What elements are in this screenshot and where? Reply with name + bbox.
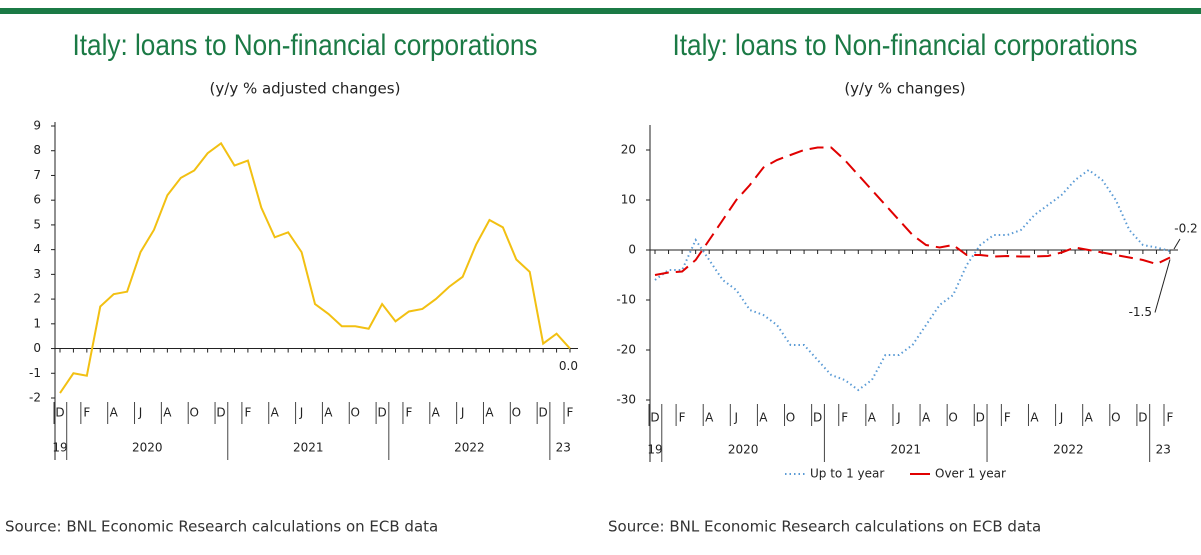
year-label: 2022 [1053,443,1084,457]
y-tick-label: 3 [33,267,41,281]
x-tick-label: D [813,411,822,425]
y-tick-label: 4 [33,242,41,256]
x-tick-label: A [271,406,280,420]
x-tick-label: F [405,406,412,420]
x-tick-label: D [976,411,985,425]
x-tick-label: O [189,406,198,420]
x-tick-label: A [432,406,441,420]
chart-title: Italy: loans to Non-financial corporatio… [73,29,538,62]
x-tick-label: F [83,406,90,420]
x-tick-label: A [922,411,931,425]
legend-label: Up to 1 year [810,467,884,481]
y-tick-label: 20 [621,143,636,157]
x-tick-label: A [163,406,172,420]
x-tick-label: O [512,406,521,420]
x-tick-label: O [948,411,957,425]
x-tick-label: F [1004,411,1011,425]
y-tick-label: 2 [33,292,41,306]
x-tick-label: J [299,406,304,420]
y-tick-label: -1 [29,366,41,380]
data-label: -1.5 [1129,305,1152,319]
data-label: 0.0 [559,359,578,373]
legend-label: Over 1 year [935,467,1006,481]
year-label: 23 [556,441,571,455]
x-tick-label: F [244,406,251,420]
y-tick-label: -10 [616,293,636,307]
x-tick-label: D [650,411,659,425]
y-tick-label: -2 [29,391,41,405]
data-line [654,168,1171,392]
x-tick-label: D [216,406,225,420]
x-tick-label: O [351,406,360,420]
year-label: 23 [1156,443,1171,457]
data-line [654,146,1171,276]
y-tick-label: 1 [33,316,41,330]
y-tick-label: 0 [33,341,41,355]
x-tick-label: O [786,411,795,425]
data-label: -0.2 [1174,222,1197,236]
x-tick-label: F [567,406,574,420]
x-tick-label: J [138,406,143,420]
x-tick-label: A [324,406,333,420]
x-tick-label: A [1030,411,1039,425]
y-tick-label: -30 [616,393,636,407]
y-tick-label: 0 [628,243,636,257]
chart-subtitle: (y/y % changes) [844,80,965,98]
year-label: 2020 [728,443,759,457]
y-tick-label: 7 [33,168,41,182]
x-tick-label: J [460,406,465,420]
x-tick-label: F [841,411,848,425]
x-tick-label: D [377,406,386,420]
year-label: 2020 [132,441,163,455]
top-bar [0,8,1201,14]
x-tick-label: A [759,411,768,425]
leader [1154,259,1171,313]
y-tick-label: 10 [621,193,636,207]
data-line [59,141,571,394]
x-tick-label: A [110,406,119,420]
x-tick-label: D [1138,411,1147,425]
year-label: 2022 [454,441,485,455]
year-label: 19 [52,441,67,455]
x-tick-label: A [705,411,714,425]
year-label: 2021 [293,441,324,455]
year-label: 19 [647,443,662,457]
chart-title: Italy: loans to Non-financial corporatio… [673,29,1138,62]
x-tick-label: J [734,411,739,425]
x-tick-label: F [1167,411,1174,425]
source-note: Source: BNL Economic Research calculatio… [5,518,438,536]
y-tick-label: 5 [33,217,41,231]
y-tick-label: -20 [616,343,636,357]
x-tick-label: F [679,411,686,425]
source-note: Source: BNL Economic Research calculatio… [608,518,1041,536]
chart-subtitle: (y/y % adjusted changes) [210,80,401,98]
x-tick-label: A [1085,411,1094,425]
x-tick-label: D [539,406,548,420]
x-tick-label: O [1111,411,1120,425]
x-tick-label: J [1059,411,1064,425]
x-tick-label: D [55,406,64,420]
year-label: 2021 [890,443,921,457]
y-tick-label: 8 [33,143,41,157]
y-tick-label: 6 [33,193,41,207]
x-tick-label: A [485,406,494,420]
y-tick-label: 9 [33,119,41,133]
leader [1173,238,1181,250]
x-tick-label: J [896,411,901,425]
x-tick-label: A [868,411,877,425]
